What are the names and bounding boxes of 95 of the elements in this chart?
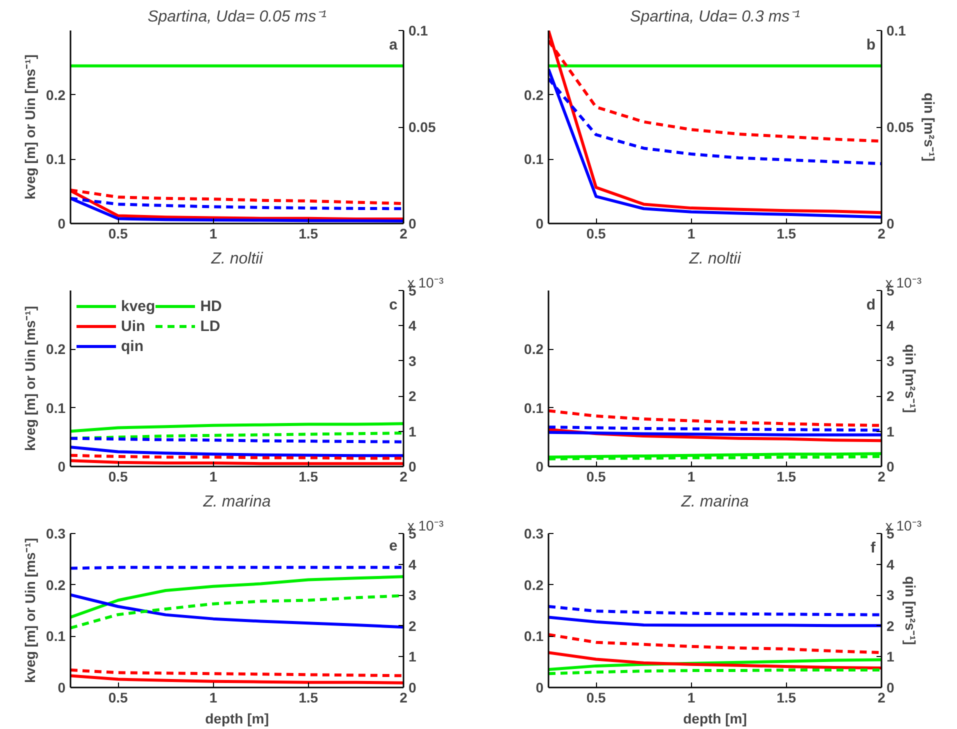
x-tick-label: 1	[209, 468, 218, 484]
y2-tick-label: 2	[408, 618, 416, 634]
x-tick-label: 1.5	[298, 690, 318, 706]
annotation: d	[866, 296, 876, 314]
y2-tick-label: 3	[408, 352, 416, 369]
y-tick-label: 0.2	[46, 576, 66, 593]
y2-tick-label: 0.05	[408, 119, 436, 135]
x-tick-label: 1	[687, 226, 696, 242]
annotation: a	[389, 36, 398, 54]
y2-axis-title: qin [m²s⁻¹]	[902, 576, 918, 645]
y2-tick-label: 0.1	[408, 22, 428, 38]
y2-axis-title: qin [m²s⁻¹]	[922, 92, 938, 162]
y2-tick-label: 0.05	[886, 119, 914, 135]
y2-tick-label: 4	[408, 318, 416, 334]
y2-tick-label: 3	[408, 587, 416, 604]
y2-tick-label: 1	[408, 423, 416, 440]
y-tick-label: 0.2	[524, 576, 544, 593]
y-tick-label: 0.3	[46, 526, 66, 542]
y2-tick-label: 0	[886, 216, 894, 232]
y2-tick-label: 0	[408, 216, 416, 232]
y2-tick-label: 3	[886, 587, 894, 604]
x-tick-label: 0.5	[108, 690, 128, 706]
x-tick-label: 1.5	[298, 226, 318, 242]
x-tick-label: 0.5	[586, 468, 606, 484]
y2-tick-label: 0	[408, 458, 416, 474]
annotation: e	[389, 538, 398, 554]
y-axis-title: kveg [m] or Uin [ms⁻¹]	[22, 306, 38, 452]
y2-axis-title: qin [m²s⁻¹]	[902, 344, 918, 413]
chart-title: Z. noltii	[210, 250, 264, 268]
x-tick-label: 1.5	[776, 468, 796, 484]
annotation: b	[866, 36, 876, 54]
y-tick-label: 0	[58, 216, 66, 232]
legend-label: qin	[121, 337, 144, 355]
x-tick-label: 1	[687, 690, 696, 706]
y-tick-label: 0.1	[524, 151, 544, 168]
y2-tick-label: 4	[886, 556, 894, 572]
chart-title: Z. marina	[680, 494, 749, 510]
y-tick-label: 0.1	[46, 151, 66, 168]
y-tick-label: 0.1	[524, 400, 544, 416]
y2-tick-label: 2	[408, 388, 416, 404]
x-tick-label: 0.5	[586, 690, 606, 706]
y2-tick-label: 4	[408, 556, 416, 572]
y-tick-label: 0.1	[46, 628, 66, 644]
x-tick-label: 2	[878, 468, 886, 484]
legend-label: kveg	[121, 297, 156, 315]
x-tick-label: 2	[400, 468, 408, 484]
x-tick-label: 1.5	[776, 226, 796, 242]
y2-tick-label: 1	[886, 648, 894, 665]
annotation: c	[389, 296, 398, 314]
y2-tick-label: 3	[886, 352, 894, 369]
legend-label: LD	[200, 317, 220, 335]
y2-tick-label: 1	[886, 423, 894, 440]
legend-label: Uin	[121, 317, 146, 335]
x-tick-label: 2	[878, 690, 886, 706]
y-tick-label: 0.2	[46, 341, 66, 358]
y2-tick-label: 0	[408, 680, 416, 696]
y-axis-title: kveg [m] or Uin [ms⁻¹]	[22, 538, 38, 684]
y-axis-title: kveg [m] or Uin [ms⁻¹]	[22, 54, 38, 200]
y-tick-label: 0.1	[524, 628, 544, 644]
y-tick-label: 0	[58, 680, 66, 696]
y2-tick-label: 0	[886, 680, 894, 696]
x-tick-label: 0.5	[108, 468, 128, 484]
x-tick-label: 1	[209, 690, 218, 706]
chart-title: Spartina, Uda= 0.05 ms⁻¹	[148, 8, 326, 26]
x-tick-label: 0.5	[108, 226, 128, 242]
y2-tick-label: 2	[886, 388, 894, 404]
y-tick-label: 0.2	[524, 86, 544, 103]
chart-title: Spartina, Uda= 0.3 ms⁻¹	[630, 8, 800, 26]
x-axis-title: depth [m]	[683, 710, 747, 726]
x-tick-label: 2	[400, 690, 408, 706]
x-tick-label: 0.5	[586, 226, 606, 242]
y-tick-label: 0	[536, 680, 544, 696]
annotation: f	[870, 540, 877, 556]
y-tick-label: 0.2	[524, 341, 544, 358]
y-tick-label: 0.1	[46, 400, 66, 416]
chart-title: Z. noltii	[688, 250, 742, 268]
x-tick-label: 1	[687, 468, 696, 484]
y2-tick-label: 0	[886, 458, 894, 474]
y2-tick-label: 2	[886, 618, 894, 634]
y-tick-label: 0.2	[46, 86, 66, 103]
y-tick-label: 0	[58, 458, 66, 474]
y-tick-label: 0.3	[524, 526, 544, 542]
x-axis-title: depth [m]	[205, 710, 269, 726]
x-tick-label: 1.5	[298, 468, 318, 484]
x-tick-label: 2	[400, 226, 408, 242]
x-tick-label: 2	[878, 226, 886, 242]
y2-tick-label: 0.1	[886, 22, 906, 38]
y-tick-label: 0	[536, 458, 544, 474]
y2-tick-label: 4	[886, 318, 894, 334]
x-tick-label: 1.5	[776, 690, 796, 706]
chart-title: Z. marina	[202, 494, 271, 510]
x-tick-label: 1	[209, 226, 218, 242]
legend-label: HD	[200, 297, 222, 315]
y2-tick-label: 1	[408, 648, 416, 665]
y-tick-label: 0	[536, 216, 544, 232]
